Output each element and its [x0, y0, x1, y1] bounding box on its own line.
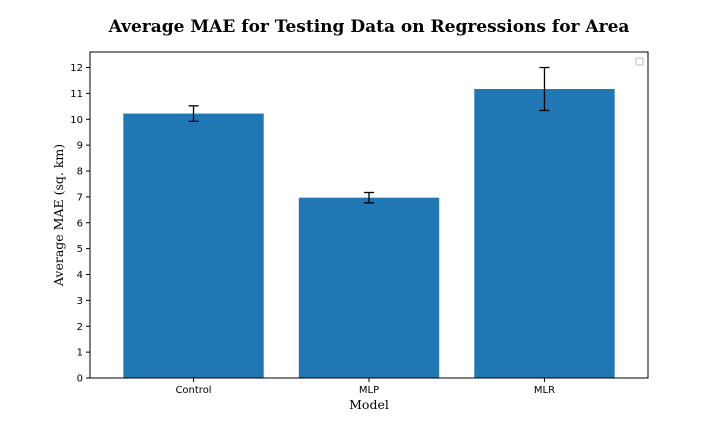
y-tick-label: 8: [77, 167, 83, 178]
error-bar-mlp: [364, 191, 374, 204]
y-tick-label: 0: [77, 374, 83, 385]
y-tick-label: 10: [70, 115, 83, 126]
bars-group: [123, 88, 615, 379]
plot-area-frame: [89, 51, 649, 379]
x-tick-label: MLR: [534, 385, 555, 396]
y-tick-label: 2: [77, 322, 83, 333]
y-tick-label: 12: [70, 63, 83, 74]
y-tick-label: 7: [77, 192, 83, 203]
x-tick-label: Control: [175, 385, 211, 396]
legend-box: [635, 57, 644, 66]
x-axis-ticks: Control MLP MLR: [175, 378, 555, 396]
y-tick-label: 11: [70, 89, 83, 100]
y-tick-label: 1: [77, 348, 83, 359]
x-tick-label: MLP: [359, 385, 379, 396]
y-tick-label: 5: [77, 244, 83, 255]
y-axis-label: Average MAE (sq. km): [51, 144, 66, 287]
error-bar-control: [188, 105, 199, 122]
y-tick-label: 4: [77, 270, 83, 281]
error-bar-mlr: [539, 66, 550, 112]
x-axis-label: Model: [349, 397, 389, 412]
y-tick-label: 6: [77, 218, 83, 229]
chart-title: Average MAE for Testing Data on Regressi…: [108, 17, 630, 37]
error-bars-group: [188, 66, 550, 204]
y-tick-label: 3: [77, 296, 83, 307]
bar-mlr: [474, 88, 615, 378]
y-tick-label: 9: [77, 141, 83, 152]
bar-mlp: [298, 197, 440, 378]
bar-control: [123, 113, 264, 379]
